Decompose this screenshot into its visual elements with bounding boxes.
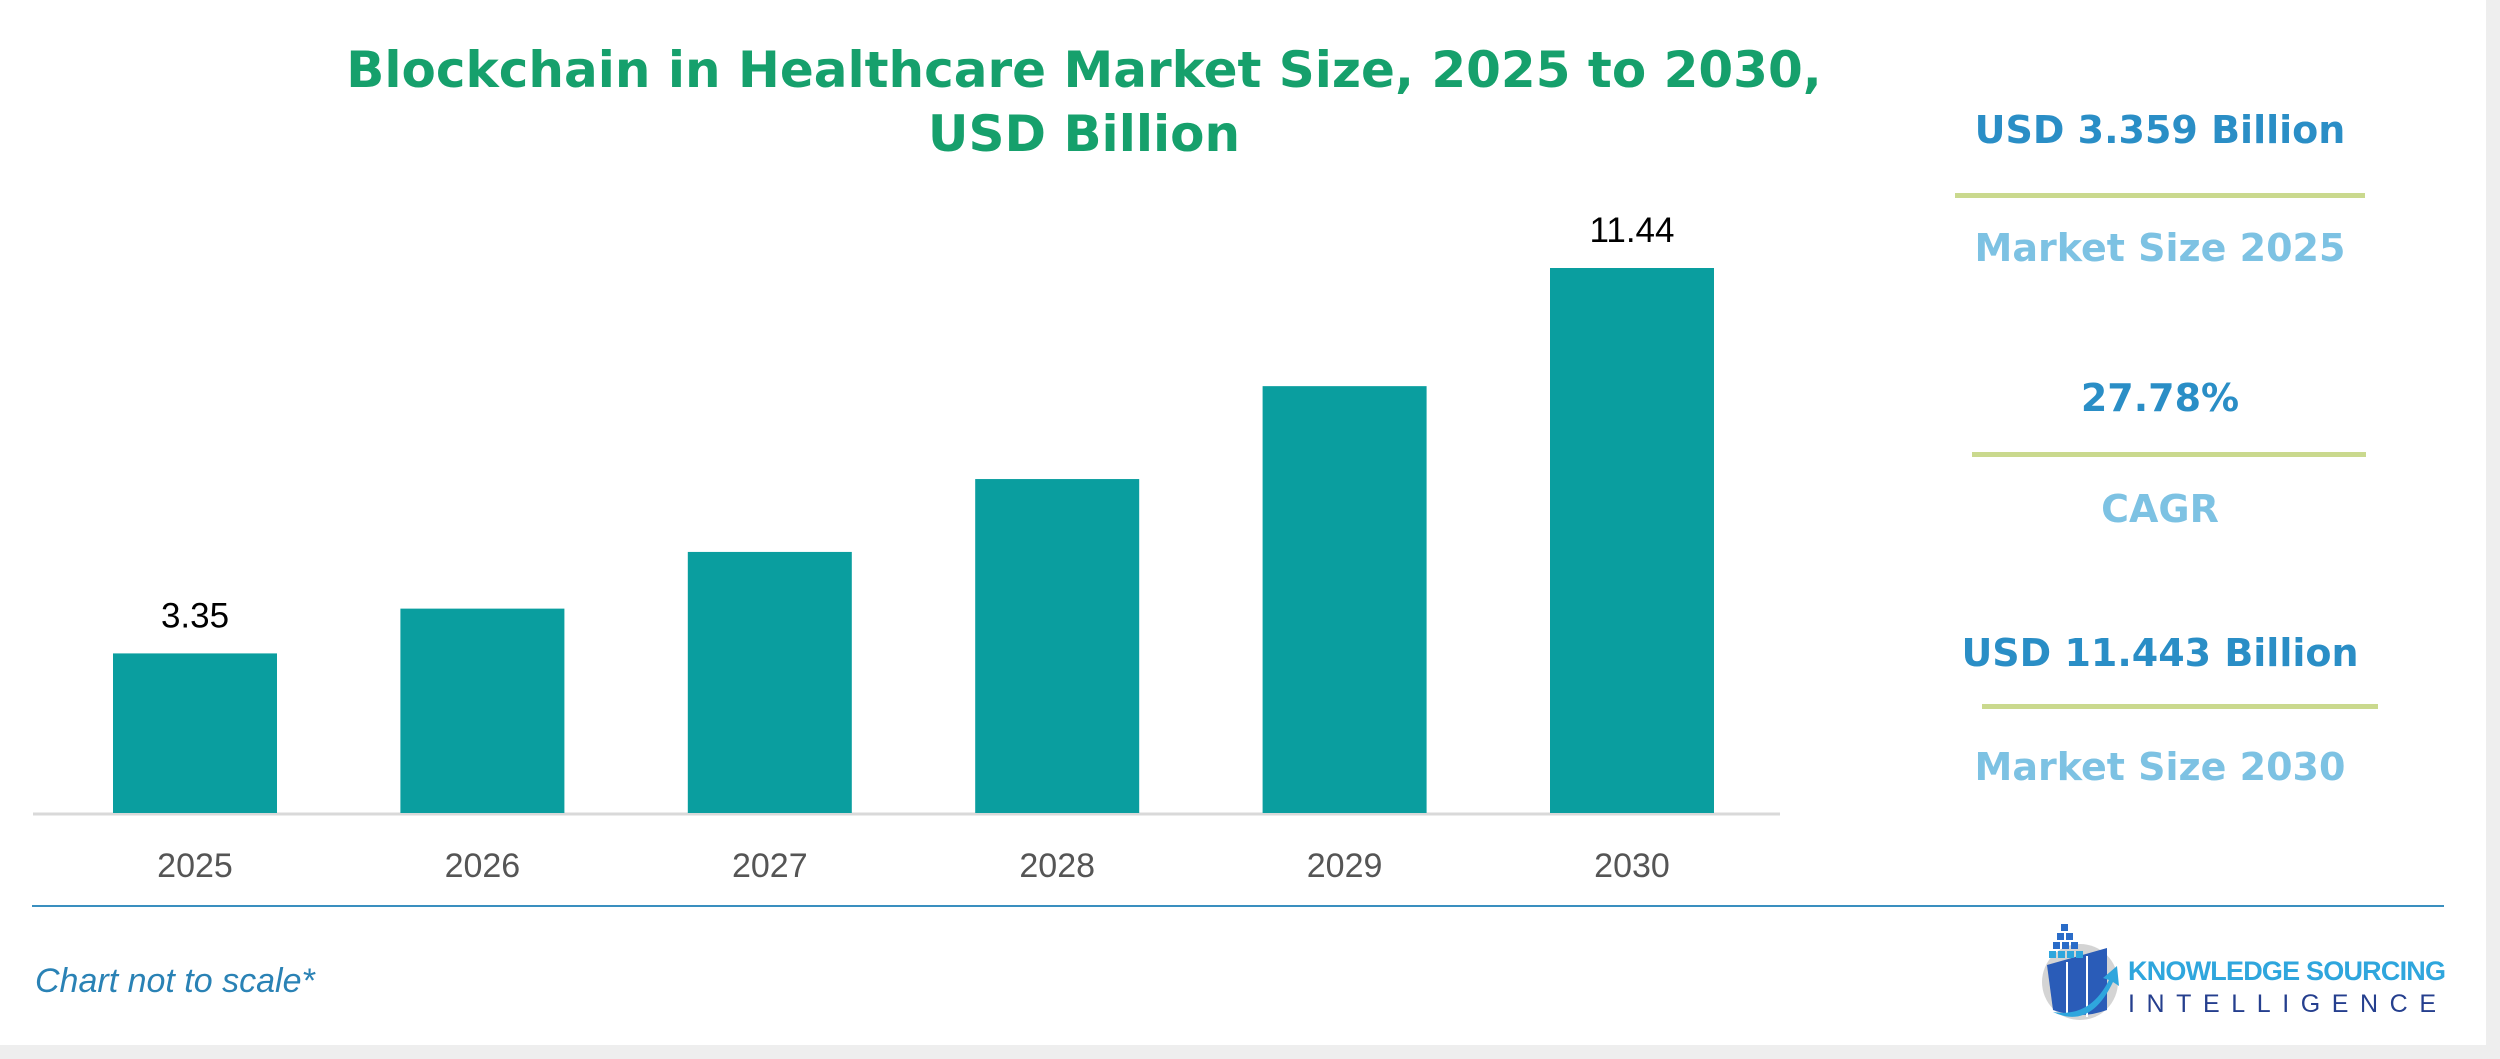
bar-2029 xyxy=(1262,386,1427,813)
chart-title-line-2: USD Billion xyxy=(927,105,1241,163)
knowledge-sourcing-logo: KNOWLEDGE SOURCING INTELLIGENCE xyxy=(2042,924,2446,1020)
x-tick-label-2027: 2027 xyxy=(732,847,808,885)
bar-2030 xyxy=(1550,268,1714,813)
logo-text-line-2: INTELLIGENCE xyxy=(2128,990,2446,1018)
bar-2026 xyxy=(400,608,565,813)
data-label-2030: 11.44 xyxy=(1590,211,1675,250)
footer-divider xyxy=(32,905,2444,907)
x-tick-label-2026: 2026 xyxy=(445,847,521,885)
kpi-divider xyxy=(1982,704,2378,709)
x-tick-label-2029: 2029 xyxy=(1307,847,1383,885)
kpi-market-size-2030-label: Market Size 2030 xyxy=(1974,745,2346,789)
data-label-2025: 3.35 xyxy=(161,596,229,635)
kpi-cagr-label: CAGR xyxy=(2101,487,2219,531)
kpi-market-size-2025-label: Market Size 2025 xyxy=(1974,226,2346,270)
x-tick-label-2030: 2030 xyxy=(1594,847,1670,885)
kpi-divider xyxy=(1972,452,2366,457)
footnote: Chart not to scale* xyxy=(35,962,315,1000)
chart-title: Blockchain in Healthcare Market Size, 20… xyxy=(184,38,1984,166)
bar-2027 xyxy=(687,551,852,813)
logo-text-line-1: KNOWLEDGE SOURCING xyxy=(2128,956,2446,986)
kpi-cagr-value: 27.78% xyxy=(2080,376,2240,420)
bar-chart: 2025 3.35 2026 2027 2028 2029 2030 11.44 xyxy=(33,211,1780,885)
x-tick-label-2028: 2028 xyxy=(1019,847,1095,885)
bar-2025 xyxy=(113,653,277,813)
chart-title-line-1: Blockchain in Healthcare Market Size, 20… xyxy=(346,41,1822,99)
kpi-market-size-2030-value: USD 11.443 Billion xyxy=(1961,631,2359,675)
kpi-market-size-2025-value: USD 3.359 Billion xyxy=(1974,108,2346,152)
kpi-divider xyxy=(1955,193,2365,198)
x-tick-label-2025: 2025 xyxy=(157,847,233,885)
bar-2028 xyxy=(975,479,1140,813)
